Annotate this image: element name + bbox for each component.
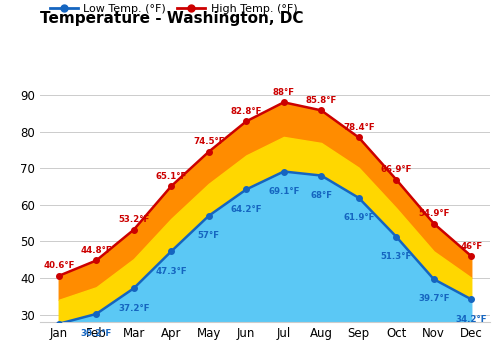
Text: 74.5°F: 74.5°F — [193, 137, 224, 146]
Text: 78.4°F: 78.4°F — [343, 123, 374, 132]
Text: 51.3°F: 51.3°F — [380, 252, 412, 261]
Legend: Low Temp. (°F), High Temp. (°F): Low Temp. (°F), High Temp. (°F) — [46, 0, 302, 18]
Text: 69.1°F: 69.1°F — [268, 187, 300, 196]
Text: 88°F: 88°F — [273, 88, 295, 97]
Text: 57°F: 57°F — [198, 231, 220, 240]
Text: 40.6°F: 40.6°F — [43, 261, 74, 270]
Text: 39.7°F: 39.7°F — [418, 294, 450, 303]
Text: 82.8°F: 82.8°F — [230, 107, 262, 116]
Text: 85.8°F: 85.8°F — [306, 96, 337, 105]
Text: 61.9°F: 61.9°F — [343, 213, 374, 222]
Text: 64.2°F: 64.2°F — [230, 205, 262, 214]
Text: 47.3°F: 47.3°F — [156, 267, 187, 275]
Text: Temperature - Washington, DC: Temperature - Washington, DC — [40, 10, 304, 26]
Text: 30.2°F: 30.2°F — [80, 329, 112, 338]
Text: 54.9°F: 54.9°F — [418, 209, 450, 218]
Text: 46°F: 46°F — [460, 241, 482, 251]
Text: 53.2°F: 53.2°F — [118, 215, 150, 224]
Text: 66.9°F: 66.9°F — [380, 165, 412, 174]
Text: 68°F: 68°F — [310, 191, 332, 200]
Text: 44.8°F: 44.8°F — [80, 246, 112, 255]
Text: 34.2°F: 34.2°F — [456, 315, 487, 324]
Text: 37.2°F: 37.2°F — [118, 303, 150, 313]
Text: 65.1°F: 65.1°F — [156, 172, 187, 181]
Text: 27.5°F: 27.5°F — [0, 349, 1, 350]
